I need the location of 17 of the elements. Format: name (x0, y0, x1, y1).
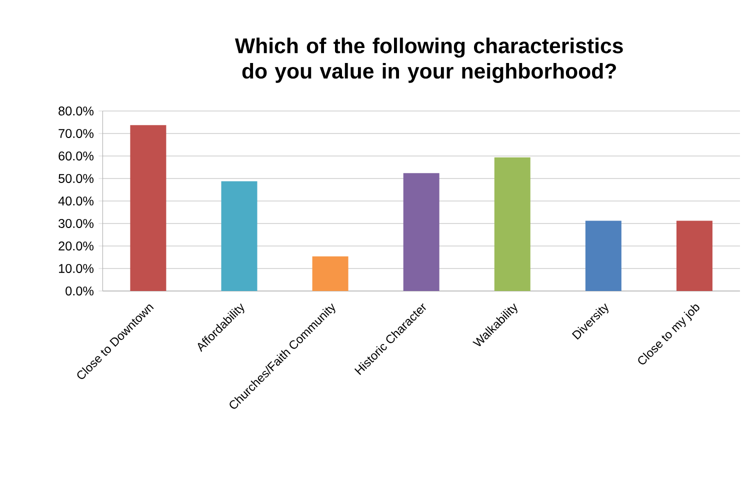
chart-title: Which of the following characteristics do you value in your neighborhood? (234, 38, 623, 83)
y-tick-label: 60.0% (58, 152, 94, 160)
y-tick-label: 50.0% (58, 174, 94, 183)
y-tick-label: 20.0% (58, 242, 94, 250)
y-tick-label: 70.0% (58, 129, 94, 138)
y-tick-label: 40.0% (58, 196, 94, 206)
y-tick-label: 80.0% (58, 106, 94, 116)
bar (676, 220, 712, 291)
y-tick-label: 0.0% (66, 286, 94, 296)
y-tick-label: 10.0% (59, 264, 94, 273)
y-tick-label: 30.0% (58, 219, 94, 228)
bar (221, 181, 258, 291)
bar (585, 220, 622, 291)
bar (130, 125, 166, 291)
bar (403, 173, 440, 291)
bar (494, 157, 530, 291)
bar (312, 256, 348, 291)
